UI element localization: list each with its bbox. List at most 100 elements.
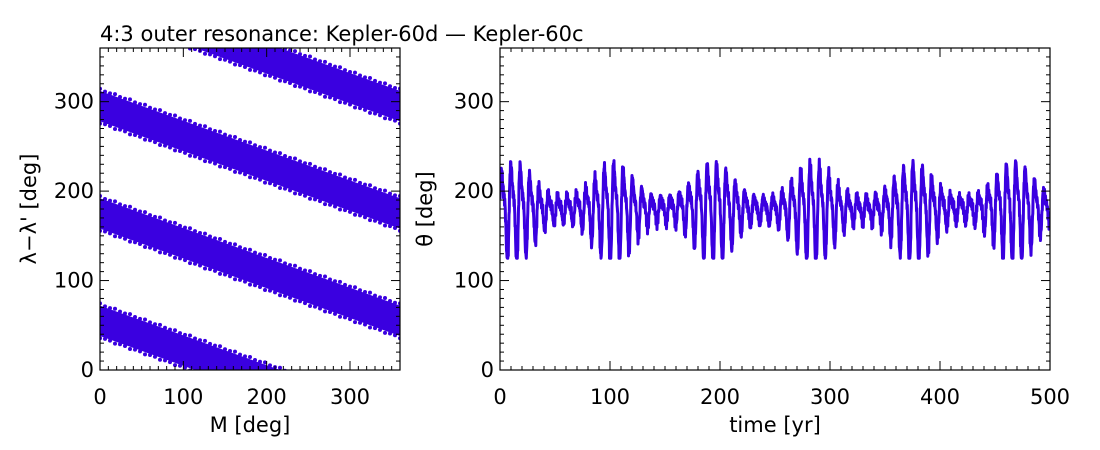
scatter-point bbox=[133, 347, 137, 352]
scatter-point bbox=[123, 311, 127, 316]
scatter-point bbox=[173, 363, 177, 368]
scatter-point bbox=[208, 341, 212, 346]
scatter-point bbox=[178, 256, 182, 261]
scatter-point bbox=[223, 347, 227, 352]
scatter-point bbox=[278, 151, 282, 156]
scatter-point bbox=[278, 365, 282, 370]
scatter-point bbox=[163, 111, 167, 116]
scatter-point bbox=[393, 193, 397, 198]
right-x-tick-label: 500 bbox=[1030, 385, 1070, 409]
scatter-point bbox=[293, 263, 297, 268]
scatter-point bbox=[288, 295, 292, 300]
scatter-point bbox=[298, 266, 302, 271]
scatter-point bbox=[293, 371, 297, 375]
scatter-point bbox=[323, 274, 327, 279]
scatter-point bbox=[263, 360, 267, 365]
left-y-tick-label: 300 bbox=[54, 90, 94, 114]
scatter-point bbox=[138, 102, 142, 107]
scatter-point bbox=[348, 284, 352, 289]
scatter-point bbox=[193, 48, 197, 52]
scatter-point bbox=[393, 441, 397, 445]
scatter-point bbox=[263, 287, 267, 292]
scatter-point bbox=[383, 81, 387, 86]
scatter-point bbox=[363, 215, 367, 220]
scatter-point bbox=[358, 73, 362, 78]
scatter-point bbox=[303, 86, 307, 91]
scatter-point bbox=[253, 250, 257, 255]
scatter-point bbox=[343, 282, 347, 287]
scatter-point bbox=[343, 68, 347, 73]
scatter-point bbox=[318, 59, 322, 64]
scatter-point bbox=[188, 118, 192, 123]
scatter-point bbox=[98, 14, 102, 18]
scatter-point bbox=[103, 122, 107, 127]
scatter-point bbox=[173, 328, 177, 333]
scatter-point bbox=[388, 224, 392, 229]
scatter-point bbox=[148, 0, 152, 2]
scatter-point bbox=[248, 67, 252, 72]
scatter-point bbox=[133, 240, 137, 245]
scatter-point bbox=[228, 166, 232, 171]
scatter-point bbox=[368, 75, 372, 80]
scatter-point bbox=[383, 116, 387, 121]
scatter-point bbox=[278, 78, 282, 83]
scatter-point bbox=[248, 175, 252, 180]
scatter-point bbox=[123, 204, 127, 209]
scatter-point bbox=[178, 116, 182, 121]
scatter-point bbox=[248, 355, 252, 360]
scatter-point bbox=[223, 132, 227, 137]
scatter-point bbox=[383, 403, 387, 407]
scatter-point bbox=[108, 198, 112, 203]
scatter-point bbox=[358, 320, 362, 325]
scatter-point bbox=[363, 430, 367, 434]
scatter-point bbox=[223, 239, 227, 244]
scatter-point bbox=[143, 317, 147, 322]
scatter-point bbox=[193, 261, 197, 266]
scatter-point bbox=[333, 171, 337, 176]
scatter-point bbox=[158, 1, 162, 5]
scatter-point bbox=[278, 293, 282, 298]
scatter-point bbox=[338, 100, 342, 105]
scatter-point bbox=[278, 185, 282, 190]
scatter-point bbox=[113, 199, 117, 204]
right-y-axis-label: θ [deg] bbox=[413, 171, 437, 247]
scatter-point bbox=[198, 156, 202, 161]
scatter-point bbox=[353, 177, 357, 182]
scatter-point bbox=[108, 123, 112, 128]
scatter-point bbox=[243, 172, 247, 177]
scatter-point bbox=[118, 95, 122, 100]
scatter-point bbox=[373, 78, 377, 83]
left-x-tick-label: 200 bbox=[247, 385, 287, 409]
scatter-point bbox=[398, 444, 402, 448]
scatter-point bbox=[378, 435, 382, 439]
scatter-point bbox=[148, 320, 152, 325]
scatter-point bbox=[268, 256, 272, 261]
figure-title: 4:3 outer resonance: Kepler-60d — Kepler… bbox=[100, 22, 584, 46]
scatter-point bbox=[153, 107, 157, 112]
scatter-point bbox=[378, 403, 382, 407]
scatter-point bbox=[343, 208, 347, 213]
scatter-point bbox=[143, 352, 147, 357]
scatter-point bbox=[158, 143, 162, 148]
left-plot-area bbox=[98, 0, 402, 448]
right-y-tick-label: 100 bbox=[454, 269, 494, 293]
scatter-point bbox=[203, 159, 207, 164]
scatter-point bbox=[153, 140, 157, 145]
scatter-point bbox=[283, 293, 287, 298]
scatter-point bbox=[333, 204, 337, 209]
scatter-point bbox=[183, 332, 187, 337]
right-x-tick-label: 200 bbox=[700, 385, 740, 409]
scatter-point bbox=[353, 212, 357, 217]
scatter-point bbox=[303, 193, 307, 198]
scatter-point bbox=[313, 412, 317, 416]
left-y-tick-label: 0 bbox=[81, 358, 94, 382]
scatter-point bbox=[173, 113, 177, 118]
scatter-point bbox=[368, 433, 372, 437]
scatter-point bbox=[238, 170, 242, 175]
left-y-tick-label: 100 bbox=[54, 269, 94, 293]
scatter-point bbox=[223, 57, 227, 62]
scatter-point bbox=[208, 127, 212, 132]
scatter-point bbox=[308, 196, 312, 201]
scatter-point bbox=[178, 149, 182, 154]
left-x-axis-label: M [deg] bbox=[210, 413, 291, 437]
